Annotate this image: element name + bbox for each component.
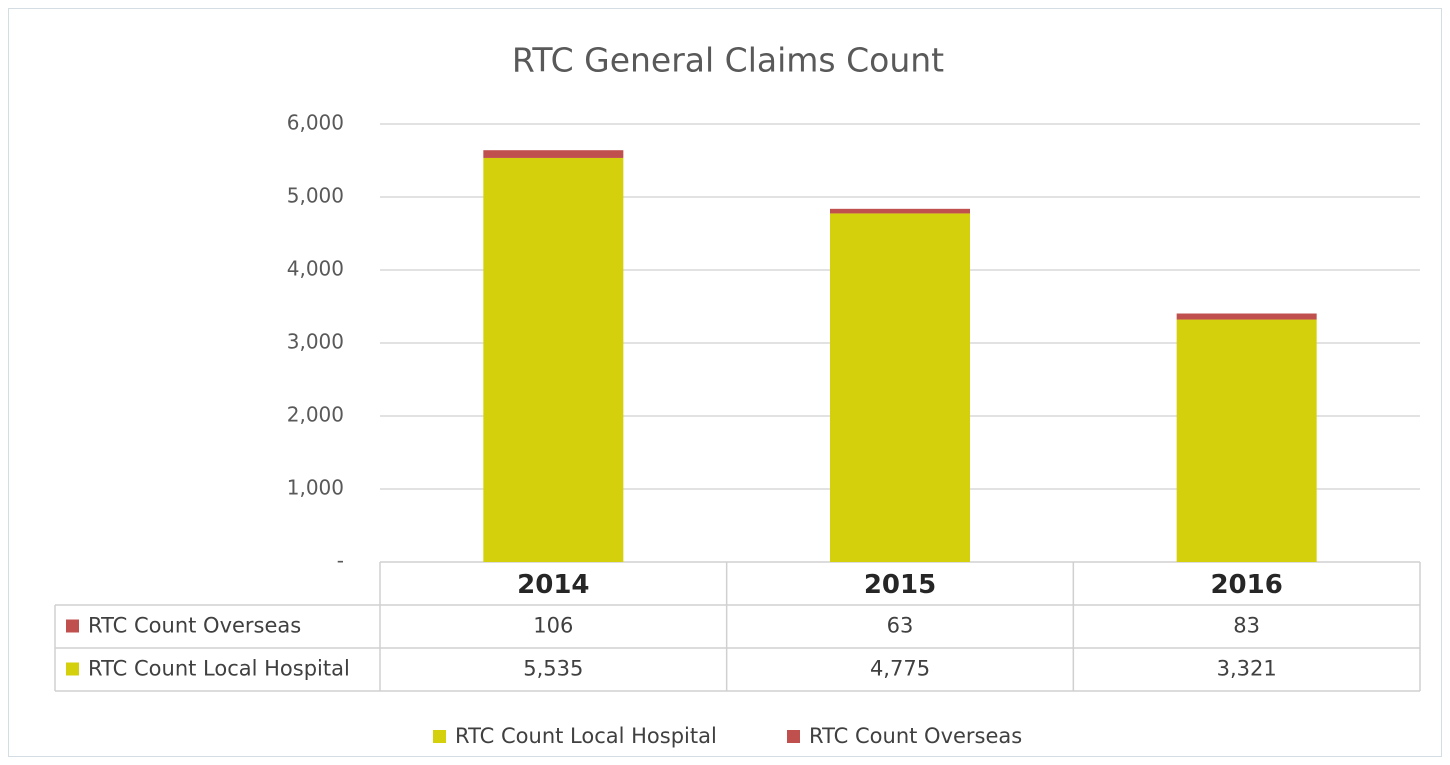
bar-segment: [1176, 313, 1317, 320]
bar-segment: [483, 150, 624, 158]
y-tick-label: 6,000: [287, 111, 344, 135]
y-tick-label: 4,000: [287, 257, 344, 281]
bar-segment: [1176, 319, 1317, 562]
y-tick-label: 2,000: [287, 403, 344, 427]
table-value: 63: [887, 614, 914, 638]
table-value: 5,535: [523, 657, 583, 681]
table-legend-marker: [66, 662, 79, 676]
y-tick-label: 1,000: [287, 476, 344, 500]
table-value: 83: [1233, 614, 1260, 638]
table-value: 3,321: [1217, 657, 1277, 681]
legend-marker: [433, 730, 446, 743]
table-row-label: RTC Count Local Hospital: [88, 657, 350, 681]
bar-segment: [830, 208, 970, 214]
y-tick-label: -: [337, 549, 344, 573]
legend-label: RTC Count Overseas: [809, 724, 1022, 748]
legend-marker: [787, 730, 800, 743]
bar-segment: [830, 213, 970, 563]
x-tick-label: 2014: [517, 570, 589, 600]
y-tick-label: 3,000: [287, 330, 344, 354]
bar-segment: [483, 157, 624, 562]
y-tick-label: 5,000: [287, 184, 344, 208]
x-tick-label: 2015: [864, 570, 936, 600]
legend-label: RTC Count Local Hospital: [455, 724, 717, 748]
table-row-label: RTC Count Overseas: [88, 614, 301, 638]
table-legend-marker: [66, 619, 79, 633]
table-value: 106: [533, 614, 573, 638]
x-tick-label: 2016: [1210, 570, 1282, 600]
table-value: 4,775: [870, 657, 930, 681]
chart-title: RTC General Claims Count: [512, 41, 944, 80]
